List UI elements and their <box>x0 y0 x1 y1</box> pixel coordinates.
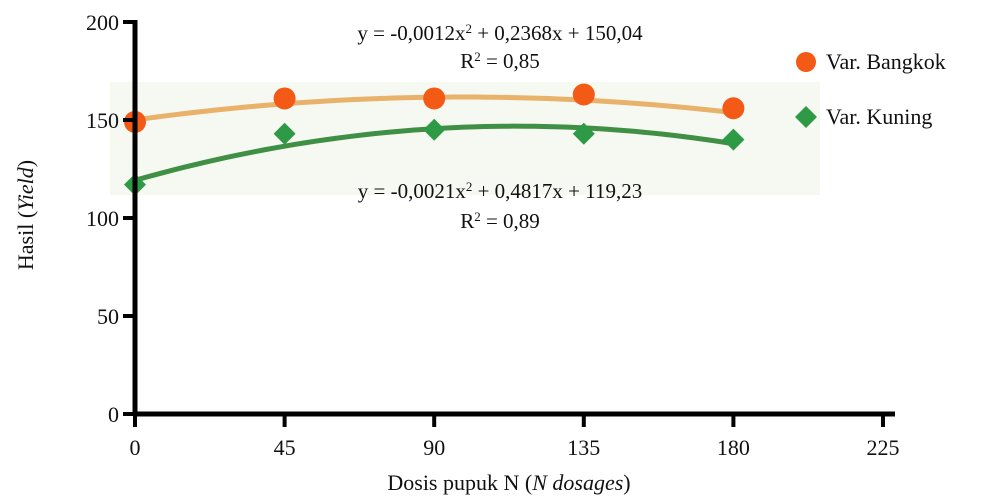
x-axis-label: Dosis pupuk N (N dosages) <box>387 470 630 495</box>
legend-circle-icon <box>796 52 816 72</box>
y-tick-label: 50 <box>97 304 119 329</box>
point-kuning <box>273 122 296 145</box>
r2-kuning: R2 = 0,89 <box>460 209 540 234</box>
x-tick-label: 225 <box>867 435 900 460</box>
legend-item-kuning: Var. Kuning <box>795 104 932 129</box>
equation-kuning: y = -0,0021x2 + 0,4817x + 119,23 <box>358 179 643 204</box>
point-kuning <box>722 128 745 151</box>
legend-label-bangkok: Var. Bangkok <box>826 49 946 74</box>
x-tick-label: 180 <box>717 435 750 460</box>
point-bangkok <box>423 87 446 110</box>
tick-labels: 0 50 100 150 200 0 45 90 135 180 225 <box>86 10 900 460</box>
r2-bangkok: R2 = 0,85 <box>460 49 540 74</box>
x-tick-label: 135 <box>567 435 600 460</box>
equation-bangkok: y = -0,0012x2 + 0,2368x + 150,04 <box>357 21 643 46</box>
axes <box>123 20 895 427</box>
legend: Var. Bangkok Var. Kuning <box>795 49 946 129</box>
x-tick-label: 45 <box>274 435 296 460</box>
legend-label-kuning: Var. Kuning <box>826 104 932 129</box>
y-tick-label: 200 <box>86 10 119 35</box>
x-tick-label: 90 <box>423 435 445 460</box>
y-tick-label: 150 <box>86 108 119 133</box>
x-tick-label: 0 <box>130 435 141 460</box>
point-kuning <box>423 118 446 141</box>
legend-item-bangkok: Var. Bangkok <box>796 49 946 74</box>
y-tick-label: 100 <box>86 206 119 231</box>
point-bangkok <box>273 87 296 110</box>
point-bangkok <box>572 83 595 106</box>
y-axis-label: Hasil (Yield) <box>13 160 38 270</box>
point-kuning <box>572 122 595 145</box>
y-tick-label: 0 <box>108 402 119 427</box>
point-bangkok <box>722 97 745 120</box>
legend-diamond-icon <box>795 106 817 128</box>
